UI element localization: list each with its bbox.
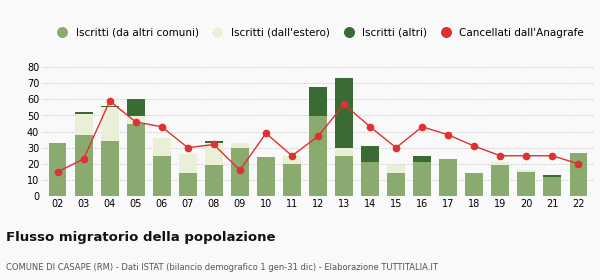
Text: Flusso migratorio della popolazione: Flusso migratorio della popolazione xyxy=(6,231,275,244)
Bar xyxy=(205,165,223,196)
Bar xyxy=(101,141,119,196)
Bar xyxy=(283,156,301,164)
Bar xyxy=(179,173,197,196)
Bar xyxy=(309,115,327,196)
Bar xyxy=(257,157,275,196)
Bar xyxy=(544,177,561,196)
Bar xyxy=(153,156,170,196)
Bar xyxy=(75,114,92,135)
Bar xyxy=(491,165,509,196)
Bar xyxy=(153,138,170,156)
Bar xyxy=(283,164,301,196)
Bar xyxy=(439,159,457,196)
Bar xyxy=(517,172,535,196)
Bar xyxy=(413,156,431,162)
Bar xyxy=(49,143,67,196)
Bar xyxy=(309,87,327,115)
Bar xyxy=(127,115,145,123)
Bar xyxy=(335,78,353,148)
Bar xyxy=(387,173,405,196)
Bar xyxy=(127,123,145,196)
Bar xyxy=(101,108,119,141)
Bar xyxy=(335,148,353,156)
Bar xyxy=(466,173,483,196)
Bar xyxy=(335,156,353,196)
Bar xyxy=(491,162,509,165)
Bar xyxy=(75,112,92,114)
Bar xyxy=(231,143,249,148)
Bar xyxy=(413,162,431,196)
Bar xyxy=(179,154,197,173)
Bar xyxy=(231,148,249,196)
Bar xyxy=(361,146,379,162)
Text: COMUNE DI CASAPE (RM) - Dati ISTAT (bilancio demografico 1 gen-31 dic) - Elabora: COMUNE DI CASAPE (RM) - Dati ISTAT (bila… xyxy=(6,263,438,272)
Bar xyxy=(205,141,223,143)
Bar xyxy=(544,175,561,177)
Bar xyxy=(75,135,92,196)
Bar xyxy=(387,165,405,173)
Bar xyxy=(361,162,379,196)
Bar xyxy=(569,153,587,196)
Bar xyxy=(205,143,223,165)
Legend: Iscritti (da altri comuni), Iscritti (dall'estero), Iscritti (altri), Cancellati: Iscritti (da altri comuni), Iscritti (da… xyxy=(47,24,589,42)
Bar xyxy=(127,99,145,115)
Bar xyxy=(517,170,535,172)
Bar xyxy=(101,106,119,108)
